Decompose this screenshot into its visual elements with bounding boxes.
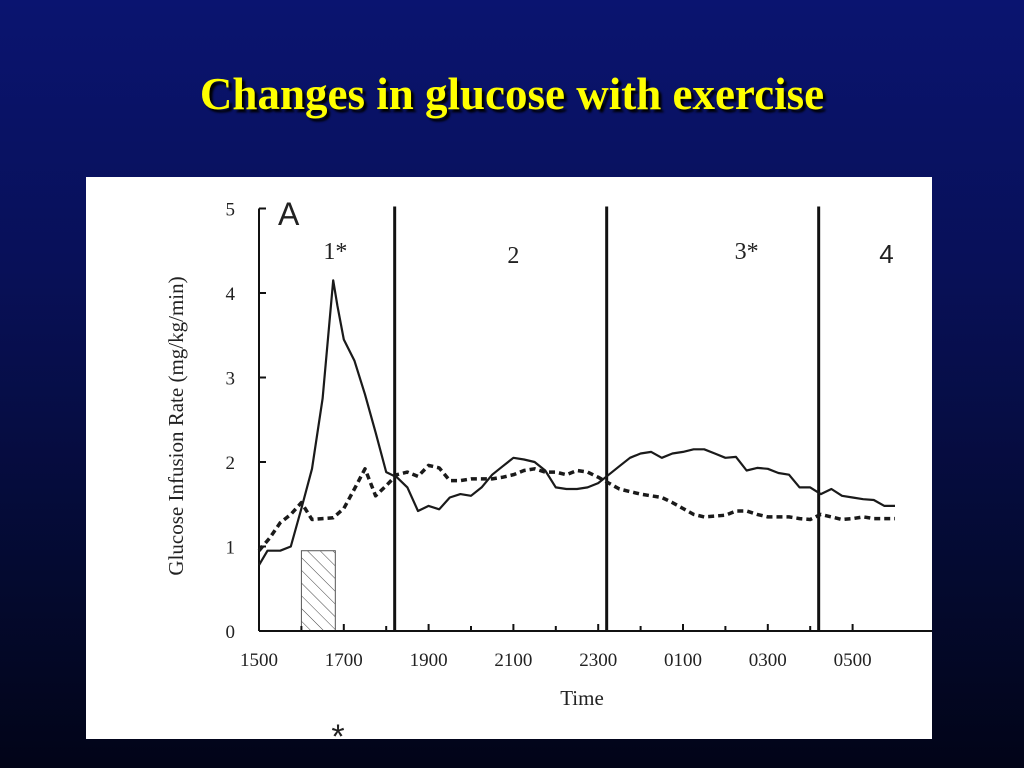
- footnote-asterisk: *: [331, 718, 344, 739]
- panel-label: A: [278, 196, 300, 232]
- solid-series-line: [258, 279, 895, 566]
- period-label: 3*: [735, 239, 759, 265]
- x-tick-label: 1900: [410, 650, 448, 671]
- glucose-infusion-chart: 0 1 2 3 4 5 1500 1700 1900 2100 2300 0100 0300 0500 A…: [164, 196, 932, 739]
- y-tick-label: 4: [226, 284, 236, 305]
- y-tick-label: 5: [226, 200, 236, 221]
- x-tick-label: 1700: [325, 650, 363, 671]
- y-axis-title: Glucose Infusion Rate (mg/kg/min): [164, 276, 188, 575]
- x-axis-title: Time: [560, 686, 604, 710]
- slide-title: Changes in glucose with exercise: [199, 69, 825, 119]
- dashed-series-line: [257, 463, 895, 552]
- y-tick-label: 3: [226, 369, 236, 390]
- x-tick-label: 2100: [494, 650, 532, 671]
- period-label: 4: [879, 239, 893, 269]
- x-tick-label: 0300: [749, 650, 787, 671]
- period-label: 2: [507, 243, 519, 269]
- x-tick-label: 0100: [664, 650, 702, 671]
- y-tick-label: 1: [226, 538, 236, 559]
- x-tick-label: 0500: [834, 650, 872, 671]
- y-tick-label: 2: [226, 453, 236, 474]
- period-label: 1*: [323, 239, 347, 265]
- exercise-period-bar: [300, 550, 336, 632]
- chart-figure: 0 1 2 3 4 5 1500 1700 1900 2100 2300 0100 0300 0500 A…: [86, 177, 932, 739]
- x-tick-label: 2300: [579, 650, 617, 671]
- y-tick-label: 0: [226, 622, 236, 643]
- x-tick-label: 1500: [240, 650, 278, 671]
